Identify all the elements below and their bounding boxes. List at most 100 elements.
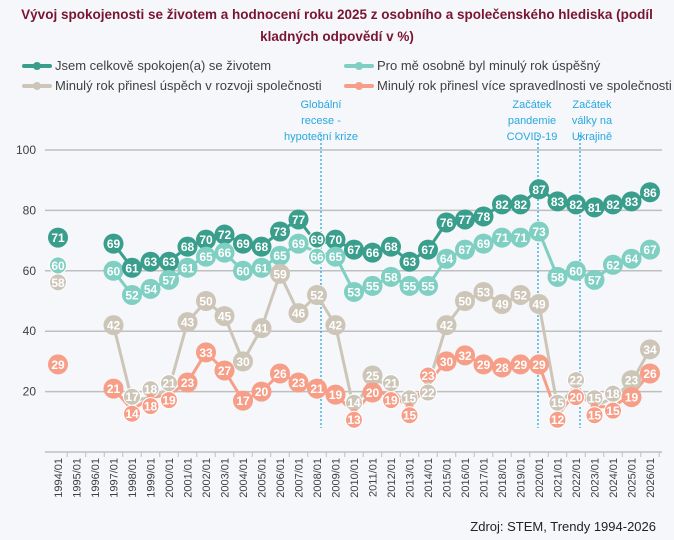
- data-point: [603, 254, 623, 275]
- x-tick-label: 2015/01: [442, 458, 454, 498]
- data-label: 14: [347, 396, 361, 410]
- data-point: [621, 387, 642, 408]
- data-label: 46: [292, 307, 306, 321]
- data-label: 67: [347, 243, 361, 257]
- data-label-badge: [585, 406, 604, 425]
- data-label: 27: [218, 364, 232, 378]
- data-point: [325, 246, 346, 267]
- data-label: 15: [588, 392, 602, 406]
- data-point: [455, 291, 475, 311]
- data-point: [362, 382, 383, 403]
- data-point: [566, 260, 586, 281]
- data-label: 71: [514, 231, 528, 245]
- data-label-badge: [419, 383, 437, 402]
- data-label: 61: [125, 261, 139, 275]
- x-tick-label: 1995/01: [72, 458, 84, 498]
- x-tick-label: 2026/01: [645, 458, 657, 498]
- legend-swatch: [344, 61, 374, 70]
- data-point: [325, 315, 346, 336]
- data-label: 69: [310, 233, 324, 247]
- data-point: [159, 251, 179, 272]
- data-point: [122, 257, 142, 278]
- x-tick-label: 1998/01: [127, 458, 139, 498]
- data-point: [473, 354, 494, 375]
- y-tick-label: 80: [23, 203, 37, 217]
- legend-swatch: [22, 61, 52, 70]
- data-label: 68: [181, 240, 195, 254]
- x-tick-label: 2020/01: [534, 458, 546, 498]
- data-label: 13: [347, 413, 361, 427]
- data-point: [473, 233, 494, 254]
- data-label: 59: [273, 267, 287, 281]
- data-label: 66: [218, 246, 232, 260]
- data-label: 64: [625, 252, 639, 266]
- data-label: 69: [477, 237, 491, 251]
- data-label: 49: [495, 298, 509, 312]
- data-point: [214, 242, 235, 263]
- data-label: 82: [514, 198, 528, 212]
- data-label: 53: [477, 285, 491, 299]
- data-label: 71: [51, 231, 65, 245]
- data-label: 15: [606, 404, 620, 418]
- data-label: 19: [162, 394, 176, 408]
- data-label: 30: [236, 355, 250, 369]
- data-label: 52: [514, 288, 528, 302]
- x-tick-label: 2025/01: [627, 458, 639, 498]
- data-point: [196, 229, 216, 250]
- data-label: 29: [51, 358, 65, 372]
- data-label: 60: [107, 264, 121, 278]
- data-label: 29: [477, 358, 491, 372]
- data-label: 82: [606, 198, 620, 212]
- data-label: 21: [107, 382, 121, 396]
- data-label: 18: [144, 383, 158, 397]
- x-tick-label: 2018/01: [497, 458, 509, 498]
- data-label: 15: [551, 396, 565, 410]
- data-point: [270, 363, 290, 384]
- data-label: 50: [199, 295, 213, 309]
- x-tick-label: 2000/01: [164, 458, 176, 498]
- data-point: [510, 227, 531, 248]
- data-label-badge: [141, 397, 160, 416]
- data-label: 63: [403, 255, 417, 269]
- data-label: 34: [643, 343, 657, 357]
- event-annotation: recese -: [301, 115, 341, 127]
- data-label: 83: [551, 195, 565, 209]
- y-tick-label: 60: [23, 264, 37, 278]
- x-tick-label: 1996/01: [90, 458, 102, 498]
- data-label-badge: [345, 410, 363, 429]
- data-label: 23: [292, 376, 306, 390]
- legend-item-progress: Minulý rok přinesl úspěch v rozvoji spol…: [22, 78, 322, 93]
- data-label: 76: [440, 216, 454, 230]
- data-point: [288, 372, 309, 393]
- data-label: 58: [51, 276, 65, 290]
- data-point: [288, 303, 309, 324]
- data-point: [436, 212, 457, 233]
- x-tick-label: 2008/01: [312, 458, 324, 498]
- data-label: 69: [107, 237, 121, 251]
- x-tick-label: 2021/01: [553, 458, 565, 498]
- data-point: [381, 236, 401, 257]
- data-point: [529, 294, 549, 315]
- data-point: [140, 278, 161, 299]
- data-label: 42: [440, 319, 454, 333]
- x-tick-label: 2012/01: [386, 458, 398, 498]
- data-label: 69: [292, 237, 306, 251]
- x-tick-label: 2004/01: [238, 458, 250, 498]
- data-point: [214, 360, 235, 381]
- data-label: 72: [218, 228, 232, 242]
- data-label: 87: [532, 183, 546, 197]
- y-tick-label: 100: [16, 143, 36, 157]
- data-point: [510, 284, 531, 305]
- data-point: [436, 248, 457, 269]
- data-label: 22: [421, 386, 435, 400]
- data-point: [233, 390, 253, 411]
- data-label: 57: [162, 273, 176, 287]
- data-point: [473, 206, 494, 227]
- data-point: [196, 342, 216, 363]
- data-label: 25: [366, 369, 380, 383]
- legend-item-justice: Minulý rok přinesl více spravedlnosti ve…: [344, 78, 672, 93]
- data-label: 82: [495, 198, 509, 212]
- data-point: [455, 345, 475, 366]
- data-point: [103, 315, 124, 336]
